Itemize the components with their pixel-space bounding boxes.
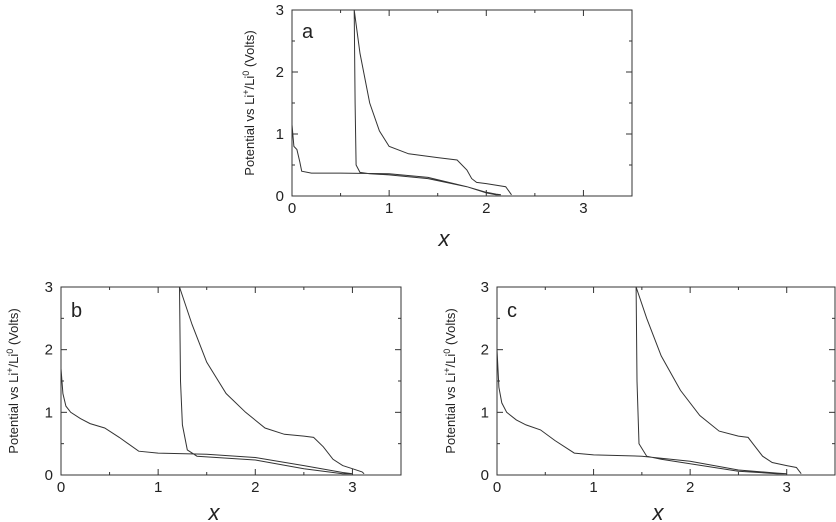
panel-b-frame [60,286,402,476]
panel-a-xtick-label-3: 3 [579,200,587,217]
panel-a-ytick-label-2: 2 [276,64,284,81]
panel-b-xlabel: x [208,500,221,522]
panel-c-xlabel: x [652,500,665,522]
panel-a-xtick-label-2: 2 [482,200,490,217]
panel-c-ytick-label-1: 1 [481,404,489,421]
panel-b: b x Potential vs Li+/Li0 (Volts) 0 1 2 3 0 1 2… [5,279,402,522]
panel-a-ytick-label-3: 3 [276,2,284,19]
panel-a-xtick-label-0: 0 [288,200,296,217]
panel-c-xtick-label-2: 2 [686,479,694,496]
panel-b-ytick-label-3: 3 [45,279,53,296]
panel-c-ticks: 0 1 2 3 0 1 2 3 [481,279,835,496]
panel-a-letter: a [302,21,314,43]
panel-c-ytick-label-0: 0 [481,467,489,484]
panel-c-ytick-label-3: 3 [481,279,489,296]
panel-b-ylabel: Potential vs Li+/Li0 (Volts) [5,308,21,453]
panel-a-frame [291,9,633,197]
panel-b-xtick-label-3: 3 [348,479,356,496]
panel-a-ytick-label-0: 0 [276,188,284,205]
panel-c-frame [496,286,836,476]
panel-b-xtick-label-2: 2 [251,479,259,496]
panel-a-curve [291,9,512,196]
panel-c-curve [496,286,802,475]
panel-b-letter: b [71,300,82,322]
panel-b-ticks: 0 1 2 3 0 1 2 3 [45,279,401,496]
panel-b-ytick-label-1: 1 [45,404,53,421]
panel-b-xtick-label-0: 0 [57,479,65,496]
panel-c-xtick-label-3: 3 [783,479,791,496]
panel-b-ytick-label-0: 0 [45,467,53,484]
panel-b-curve [60,286,365,475]
panel-c-ytick-label-2: 2 [481,342,489,359]
panel-a-xtick-label-1: 1 [385,200,393,217]
panel-b-ytick-label-2: 2 [45,342,53,359]
panel-c: c x Potential vs Li+/Li0 (Volts) 0 1 2 3 0 1 2… [442,279,836,522]
panel-c-letter: c [507,300,517,322]
panel-a-xlabel: x [438,226,451,251]
panel-c-ylabel: Potential vs Li+/Li0 (Volts) [442,308,458,453]
panel-a-ytick-label-1: 1 [276,126,284,143]
panel-c-xtick-label-1: 1 [589,479,597,496]
panel-c-xtick-label-0: 0 [493,479,501,496]
panel-a-ylabel: Potential vs Li+/Li0 (Volts) [241,30,257,175]
panel-a-ticks: 0 1 2 3 0 1 2 3 [276,2,632,217]
panel-b-xtick-label-1: 1 [154,479,162,496]
panel-a: a x Potential vs Li+/Li0 (Volts) 0 1 2 3 0 1 2… [241,2,633,251]
